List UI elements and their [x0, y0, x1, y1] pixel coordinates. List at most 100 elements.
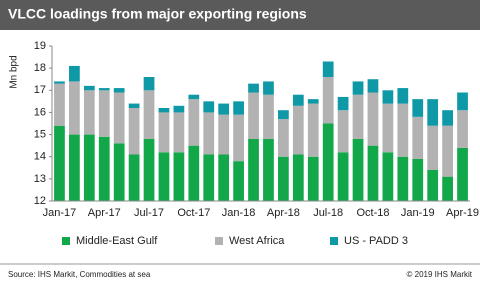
bar-segment	[69, 65, 80, 82]
bar-segment	[54, 125, 65, 201]
bar-segment	[322, 123, 334, 201]
bar-segment	[352, 81, 364, 95]
bar-segment	[128, 154, 140, 201]
bar-segment	[382, 103, 394, 153]
x-tick-label: Jan-18	[222, 207, 256, 219]
x-tick-label: Jan-17	[43, 207, 77, 219]
chart-title: VLCC loadings from major exporting regio…	[8, 6, 307, 22]
bar-segment	[352, 94, 364, 139]
bar-segment	[54, 81, 65, 84]
bar-segment	[173, 152, 185, 201]
x-tick-label: Apr-18	[267, 207, 300, 219]
bar-segment	[69, 134, 80, 201]
bar-segment	[173, 105, 185, 113]
bar-segment	[427, 99, 439, 126]
bar-segment	[337, 110, 349, 153]
bar-segment	[98, 136, 110, 201]
x-tick-label: Jan-19	[401, 207, 435, 219]
bar-segment	[54, 83, 65, 126]
legend-swatch	[215, 237, 223, 245]
x-tick-label: Oct-18	[356, 207, 389, 219]
bar-segment	[203, 101, 215, 113]
bar-segment	[457, 110, 468, 148]
bar-segment	[188, 94, 200, 100]
bar-segment	[158, 108, 170, 113]
legend-label: West Africa	[229, 235, 285, 247]
bar-segment	[203, 112, 215, 155]
bar-segment	[113, 92, 125, 144]
x-tick-label: Apr-19	[446, 207, 479, 219]
bar-segment	[143, 90, 155, 139]
legend-swatch	[62, 237, 70, 245]
bar-segment	[337, 152, 349, 201]
copyright: © 2019 IHS Markit	[407, 270, 473, 279]
bar-segment	[98, 88, 110, 91]
bar-segment	[69, 81, 80, 135]
bar-segment	[307, 103, 319, 157]
bar-segment	[307, 156, 319, 201]
bar-segment	[233, 161, 244, 201]
bar-segment	[322, 77, 334, 124]
x-tick-label: Jul-17	[134, 207, 164, 219]
bar-segment	[442, 125, 453, 177]
bar-segment	[158, 152, 170, 201]
bar-segment	[218, 114, 230, 155]
bar-segment	[457, 147, 468, 201]
bar-segment	[367, 145, 379, 201]
y-tick-label: 19	[34, 40, 46, 52]
y-axis-label: Mn bpd	[9, 55, 20, 88]
bar-segment	[128, 108, 140, 155]
bar-segment	[292, 154, 304, 201]
y-tick-label: 13	[34, 173, 46, 185]
bar-segment	[412, 116, 424, 159]
bar-segment	[83, 134, 95, 201]
bar-segment	[278, 110, 289, 120]
bar-segment	[143, 139, 155, 201]
bar-segment	[113, 88, 125, 93]
title-bar	[0, 0, 480, 30]
bar-segment	[307, 99, 319, 104]
bar-segment	[397, 103, 409, 157]
bar-segment	[248, 139, 259, 201]
y-tick-label: 12	[34, 195, 46, 207]
bar-segment	[248, 92, 259, 139]
bar-segment	[188, 145, 200, 201]
bar-segment	[113, 143, 125, 201]
bar-segment	[263, 139, 274, 201]
bar-segment	[83, 85, 95, 91]
bar-segment	[427, 170, 439, 201]
x-tick-label: Apr-17	[88, 207, 121, 219]
bar-segment	[278, 119, 289, 157]
bar-segment	[278, 156, 289, 201]
bar-segment	[188, 99, 200, 146]
bar-segment	[382, 152, 394, 201]
x-tick-label: Oct-17	[177, 207, 210, 219]
bar-segment	[143, 77, 155, 91]
bar-segment	[442, 110, 453, 126]
bar-segment	[292, 105, 304, 155]
bar-segment	[233, 114, 244, 162]
y-tick-label: 15	[34, 128, 46, 140]
bar-segment	[397, 88, 409, 104]
bar-segment	[248, 83, 259, 93]
bar-segment	[352, 139, 364, 201]
bar-segment	[397, 156, 409, 201]
bar-segment	[263, 81, 274, 95]
legend-label: Middle-East Gulf	[76, 235, 158, 247]
bar-segment	[292, 94, 304, 106]
legend-label: US - PADD 3	[344, 235, 408, 247]
y-tick-label: 16	[34, 106, 46, 118]
bar-segment	[442, 176, 453, 201]
bar-segment	[322, 61, 334, 77]
bar-segment	[203, 154, 215, 201]
bar-segment	[263, 94, 274, 139]
legend-swatch	[330, 237, 338, 245]
bar-segment	[382, 90, 394, 104]
bar-segment	[173, 112, 185, 153]
bar-segment	[412, 99, 424, 117]
bar-segment	[337, 96, 349, 111]
source: Source: IHS Markit, Commodities at sea	[8, 270, 151, 279]
bar-segment	[83, 90, 95, 135]
bar-segment	[367, 79, 379, 93]
